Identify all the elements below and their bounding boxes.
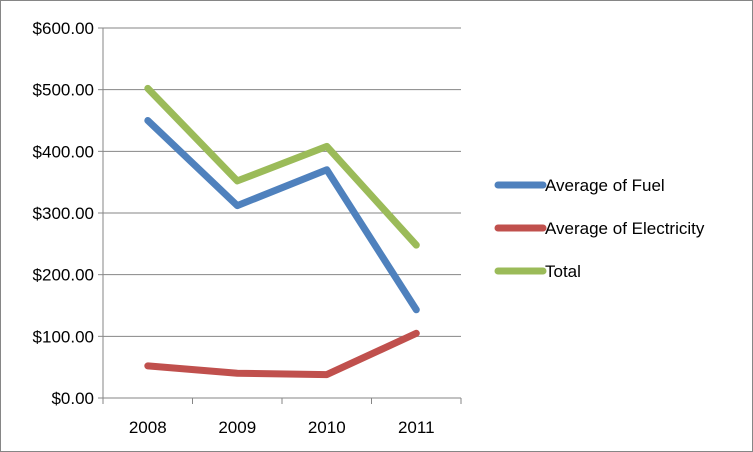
x-axis-tick-labels: 2008 2009 2010 2011 <box>129 418 435 437</box>
y-tick-label: $200.00 <box>33 266 94 285</box>
x-tick-label: 2009 <box>218 418 256 437</box>
y-axis-tick-labels: $0.00 $100.00 $200.00 $300.00 $400.00 $500.00… <box>33 19 94 408</box>
data-point <box>326 169 328 171</box>
legend-label: Average of Electricity <box>545 219 705 238</box>
data-point <box>147 365 149 367</box>
data-point <box>326 374 328 376</box>
series-lines <box>144 84 420 379</box>
x-tick-label: 2010 <box>308 418 346 437</box>
y-tick-label: $100.00 <box>33 327 94 346</box>
gridlines <box>103 27 461 337</box>
x-tick-label: 2008 <box>129 418 167 437</box>
y-tick-label: $300.00 <box>33 204 94 223</box>
y-tick-label: $500.00 <box>33 81 94 100</box>
series-line-1 <box>144 117 420 314</box>
data-point <box>147 87 149 89</box>
series-line-3 <box>144 84 420 249</box>
legend: Average of Fuel Average of Electricity Tot… <box>494 176 705 281</box>
y-tick-label: $400.00 <box>33 142 94 161</box>
y-tick-label: $0.00 <box>51 389 94 408</box>
data-point <box>147 120 149 121</box>
series-line-2 <box>144 329 420 379</box>
legend-label: Average of Fuel <box>545 176 665 195</box>
x-tick-label: 2011 <box>398 418 435 437</box>
data-point <box>415 332 417 334</box>
data-point <box>326 145 328 147</box>
y-tick-label: $600.00 <box>33 19 94 38</box>
data-point <box>415 244 417 246</box>
legend-label: Total <box>545 262 581 281</box>
data-point <box>415 309 417 311</box>
data-point <box>236 205 238 207</box>
data-point <box>236 180 238 182</box>
axes <box>98 27 462 404</box>
data-point <box>236 372 238 374</box>
